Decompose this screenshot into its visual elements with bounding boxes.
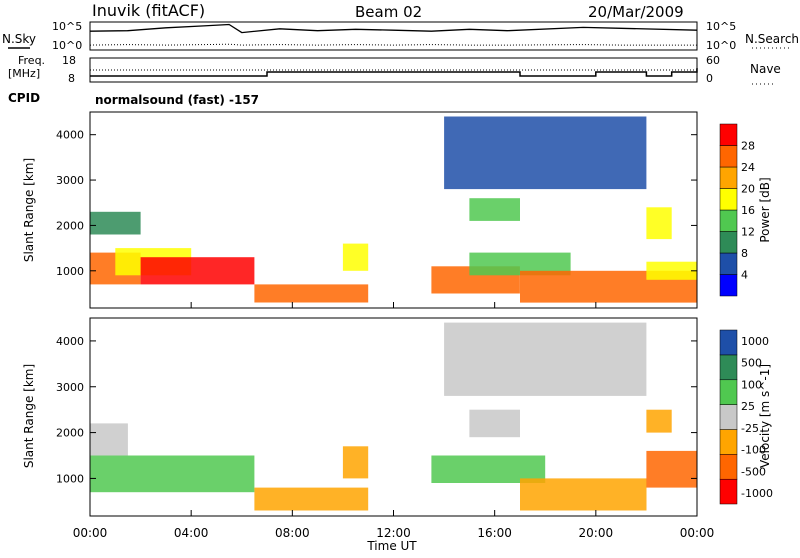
x-tick-label-3: 12:00 bbox=[376, 526, 411, 540]
velocity-colorbar-cell-0 bbox=[719, 478, 738, 505]
power-ytick-label-2: 3000 bbox=[56, 174, 84, 187]
power-region-9 bbox=[646, 261, 697, 280]
nsky-tick-top: 10^5 bbox=[52, 20, 82, 33]
power-ytick-label-1: 2000 bbox=[56, 219, 84, 232]
nave-label: Nave bbox=[750, 62, 781, 76]
velocity-colorbar-cell-6 bbox=[719, 329, 738, 356]
power-colorbar-tick-4: 20 bbox=[741, 183, 755, 196]
power-ylabel: Slant Range [km] bbox=[22, 158, 36, 262]
power-region-12 bbox=[90, 211, 141, 235]
velocity-region-3 bbox=[342, 446, 369, 479]
power-region-6 bbox=[469, 252, 571, 276]
power-colorbar-cell-4 bbox=[719, 188, 738, 211]
velocity-ylabel: Slant Range [km] bbox=[22, 364, 36, 468]
nsearch-tick-top: 10^5 bbox=[706, 20, 736, 33]
nsky-panel-frame bbox=[89, 21, 698, 51]
velocity-ytick-label-1: 2000 bbox=[56, 427, 84, 440]
velocity-colorbar-tick-2: 100 bbox=[741, 378, 762, 391]
velocity-ytick-label-2: 3000 bbox=[56, 381, 84, 394]
x-tick-label-6: 00:00 bbox=[680, 526, 715, 540]
power-region-10 bbox=[646, 207, 672, 240]
beam-title: Beam 02 bbox=[355, 3, 422, 21]
power-colorbar-tick-6: 28 bbox=[741, 140, 755, 153]
velocity-colorbar-tick-3: 25 bbox=[741, 400, 755, 413]
power-colorbar-tick-3: 16 bbox=[741, 204, 755, 217]
x-axis-label: Time UT bbox=[366, 539, 417, 553]
nave-tick-top: 60 bbox=[706, 54, 720, 67]
nsky-label: N.Sky bbox=[2, 32, 36, 46]
power-colorbar-tick-1: 8 bbox=[741, 247, 748, 260]
x-tick-label-0: 00:00 bbox=[73, 526, 108, 540]
velocity-region-0 bbox=[90, 455, 255, 493]
power-region-3 bbox=[254, 284, 369, 303]
power-colorbar-tick-2: 12 bbox=[741, 226, 755, 239]
velocity-region-1 bbox=[90, 423, 128, 456]
cpid-value: normalsound (fast) -157 bbox=[95, 93, 259, 107]
velocity-colorbar-tick-1: 500 bbox=[741, 357, 762, 370]
series-nsearch-line bbox=[89, 43, 697, 46]
series-nsky-line bbox=[89, 23, 698, 34]
power-colorbar-cell-7 bbox=[719, 123, 738, 146]
power-colorbar-tick-0: 4 bbox=[741, 269, 748, 282]
power-colorbar-cell-1 bbox=[719, 252, 738, 275]
velocity-colorbar-cell-5 bbox=[719, 354, 738, 381]
nsearch-tick-bottom: 10^0 bbox=[706, 39, 736, 52]
velocity-region-8 bbox=[646, 409, 672, 433]
power-ytick-label-0: 1000 bbox=[56, 265, 84, 278]
velocity-colorbar-cell-4 bbox=[719, 379, 738, 405]
velocity-region-7 bbox=[646, 450, 697, 488]
date-title: 20/Mar/2009 bbox=[588, 3, 684, 21]
power-region-11 bbox=[444, 116, 647, 190]
velocity-region-2 bbox=[254, 487, 369, 511]
x-tick-label-5: 20:00 bbox=[579, 526, 614, 540]
velocity-colorbar-cell-1 bbox=[719, 454, 738, 480]
cpid-label: CPID bbox=[8, 91, 40, 105]
x-tick-label-4: 16:00 bbox=[477, 526, 512, 540]
nsky-tick-bottom: 10^0 bbox=[52, 39, 82, 52]
power-colorbar-cell-3 bbox=[719, 209, 738, 232]
velocity-ytick-label-3: 4000 bbox=[56, 335, 84, 348]
freq-tick-top: 18 bbox=[62, 54, 76, 67]
power-region-7 bbox=[469, 198, 520, 221]
power-ytick-label-3: 4000 bbox=[56, 129, 84, 142]
power-colorbar-cell-5 bbox=[719, 166, 738, 189]
velocity-region-6 bbox=[520, 478, 647, 511]
freq-tick-bottom: 8 bbox=[68, 72, 75, 85]
velocity-colorbar-tick-5: -100 bbox=[741, 444, 766, 457]
power-colorbar-cell-0 bbox=[719, 274, 738, 297]
velocity-colorbar-label: Velocity [m s^-1] bbox=[758, 364, 772, 468]
velocity-colorbar-tick-6: -500 bbox=[741, 465, 766, 478]
power-region-4 bbox=[342, 243, 369, 271]
x-tick-label-2: 08:00 bbox=[275, 526, 310, 540]
power-region-2 bbox=[140, 257, 255, 285]
velocity-colorbar-tick-7: -1000 bbox=[741, 487, 773, 500]
freq-label-line2: [MHz] bbox=[8, 67, 40, 80]
velocity-colorbar-tick-0: 1000 bbox=[741, 335, 769, 348]
velocity-colorbar-tick-4: -25 bbox=[741, 422, 759, 435]
x-tick-label-1: 04:00 bbox=[174, 526, 209, 540]
power-colorbar-cell-2 bbox=[719, 231, 738, 254]
velocity-ytick-label-0: 1000 bbox=[56, 472, 84, 485]
velocity-colorbar-cell-2 bbox=[719, 429, 738, 455]
velocity-colorbar-cell-3 bbox=[719, 404, 738, 430]
velocity-region-9 bbox=[444, 322, 647, 396]
nave-tick-bottom: 0 bbox=[706, 72, 713, 85]
power-colorbar-cell-6 bbox=[719, 145, 738, 168]
velocity-region-5 bbox=[469, 409, 520, 438]
nsearch-label: N.Search bbox=[745, 32, 799, 46]
series-freq-line bbox=[90, 68, 698, 77]
power-colorbar-tick-5: 24 bbox=[741, 161, 755, 174]
station-title: Inuvik (fitACF) bbox=[92, 1, 205, 20]
power-colorbar-label: Power [dB] bbox=[758, 177, 772, 242]
freq-label-line1: Freq. bbox=[18, 54, 45, 67]
